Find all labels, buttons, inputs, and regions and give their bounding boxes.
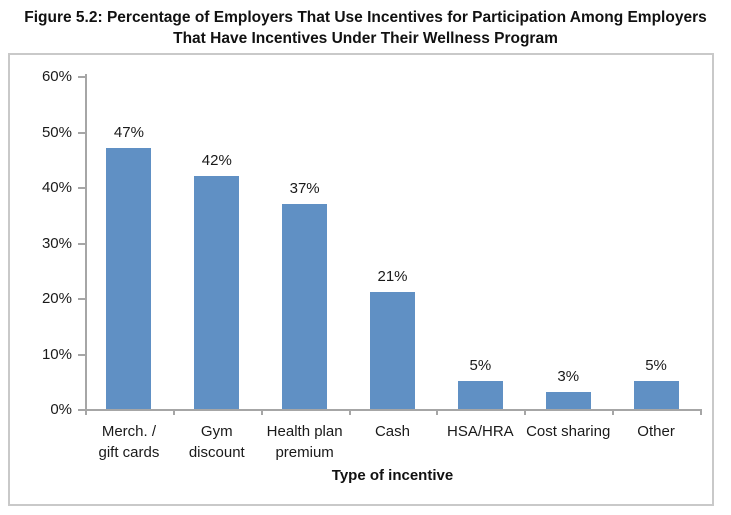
bar-value-label: 21% bbox=[377, 268, 408, 286]
x-axis-line bbox=[85, 409, 700, 411]
x-tick-label-line: Cash bbox=[374, 423, 410, 440]
bar bbox=[633, 381, 679, 409]
x-tick bbox=[700, 409, 702, 415]
y-axis-line bbox=[85, 74, 87, 411]
x-tick bbox=[260, 409, 263, 415]
x-tick-label-line: Cost sharing bbox=[526, 423, 611, 440]
bar-value-label: 37% bbox=[289, 179, 320, 197]
y-tick-label: 40% bbox=[41, 179, 72, 196]
bar-value-label: 47% bbox=[113, 124, 144, 142]
y-tick bbox=[78, 187, 85, 189]
bar bbox=[545, 392, 591, 409]
x-tick-label-line: HSA/HRA bbox=[447, 423, 514, 440]
y-tick bbox=[78, 298, 85, 300]
y-tick-label: 60% bbox=[41, 68, 72, 85]
x-axis-title: Type of incentive bbox=[331, 467, 454, 484]
bar bbox=[106, 148, 152, 409]
x-tick-label: Merch. / gift cards bbox=[81, 421, 177, 463]
figure-title-line2: That Have Incentives Under Their Wellnes… bbox=[173, 30, 558, 47]
bar bbox=[194, 175, 240, 409]
x-tick-label: Cost sharing bbox=[520, 421, 616, 442]
y-tick-label: 50% bbox=[41, 123, 72, 141]
x-tick-label: Health plan premium bbox=[257, 421, 353, 463]
x-tick-label-line: Merch. / bbox=[101, 423, 157, 440]
y-tick-label: 0% bbox=[50, 401, 72, 418]
y-tick-label: 10% bbox=[41, 345, 72, 363]
bar bbox=[457, 381, 503, 409]
x-tick-label-line: Gym bbox=[200, 423, 233, 440]
bar bbox=[370, 292, 415, 409]
x-tick bbox=[612, 409, 615, 415]
x-tick-label-line: gift cards bbox=[98, 444, 160, 461]
y-tick bbox=[78, 76, 85, 78]
x-tick-label-line: Health plan bbox=[266, 423, 343, 440]
x-tick bbox=[348, 409, 351, 415]
x-tick bbox=[436, 409, 439, 415]
x-tick-label: Other bbox=[608, 421, 704, 442]
x-tick bbox=[85, 409, 87, 415]
x-tick bbox=[172, 409, 175, 415]
y-tick bbox=[78, 353, 85, 356]
y-tick-label: 30% bbox=[41, 234, 72, 252]
bar-value-label: 5% bbox=[645, 357, 667, 375]
figure-title: Figure 5.2: Percentage of Employers That… bbox=[0, 7, 731, 49]
x-tick-label-line: discount bbox=[188, 444, 245, 461]
x-tick-label: Gym discount bbox=[169, 421, 265, 463]
chart-canvas: 0% 10% 20% 30% 40% 50% 60% 47% Merch. / gift card… bbox=[8, 53, 714, 506]
bar bbox=[282, 203, 328, 409]
x-tick-label-line: Other bbox=[637, 423, 675, 440]
bar-value-label: 3% bbox=[557, 368, 580, 386]
x-tick-label: HSA/HRA bbox=[432, 421, 528, 442]
x-tick-label: Cash bbox=[345, 421, 441, 442]
y-tick bbox=[78, 242, 85, 245]
y-tick bbox=[78, 131, 85, 134]
y-tick-label: 20% bbox=[41, 290, 72, 307]
x-tick bbox=[524, 409, 527, 415]
x-tick-label-line: premium bbox=[275, 444, 334, 461]
y-tick bbox=[78, 409, 85, 411]
bar-value-label: 42% bbox=[201, 151, 232, 169]
figure-title-line1: Figure 5.2: Percentage of Employers That… bbox=[24, 9, 707, 26]
bar-value-label: 5% bbox=[469, 357, 492, 375]
